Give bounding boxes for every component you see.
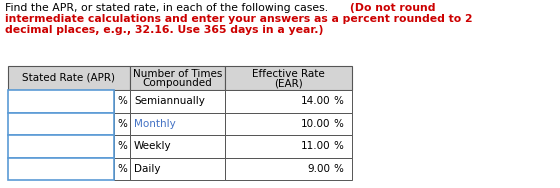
Bar — [225, 135, 352, 158]
Bar — [130, 66, 225, 90]
Text: (Do not round: (Do not round — [350, 3, 436, 13]
Bar — [8, 66, 130, 90]
Bar — [225, 158, 352, 180]
Bar — [114, 90, 130, 112]
Text: Semiannually: Semiannually — [134, 96, 205, 106]
Text: (EAR): (EAR) — [274, 78, 303, 88]
Bar — [8, 158, 114, 180]
Text: %: % — [333, 164, 343, 174]
Text: Stated Rate (APR): Stated Rate (APR) — [22, 73, 115, 83]
Bar — [130, 158, 225, 180]
Text: %: % — [333, 141, 343, 151]
Bar — [225, 90, 352, 112]
Bar — [130, 112, 225, 135]
Text: decimal places, e.g., 32.16. Use 365 days in a year.): decimal places, e.g., 32.16. Use 365 day… — [5, 25, 323, 35]
Bar — [114, 158, 130, 180]
Bar — [225, 112, 352, 135]
Text: 10.00: 10.00 — [301, 119, 330, 129]
Text: Monthly: Monthly — [134, 119, 176, 129]
Text: %: % — [333, 96, 343, 106]
Text: %: % — [117, 119, 127, 129]
Text: intermediate calculations and enter your answers as a percent rounded to 2: intermediate calculations and enter your… — [5, 14, 473, 24]
Text: Weekly: Weekly — [134, 141, 171, 151]
Text: 14.00: 14.00 — [300, 96, 330, 106]
Text: Compounded: Compounded — [143, 78, 212, 88]
Bar — [114, 135, 130, 158]
Bar — [8, 112, 114, 135]
Text: Daily: Daily — [134, 164, 161, 174]
Text: Effective Rate: Effective Rate — [252, 69, 325, 79]
Bar — [225, 66, 352, 90]
Text: 11.00: 11.00 — [300, 141, 330, 151]
Text: Find the APR, or stated rate, in each of the following cases.: Find the APR, or stated rate, in each of… — [5, 3, 332, 13]
Text: Number of Times: Number of Times — [133, 69, 222, 79]
Text: 9.00: 9.00 — [307, 164, 330, 174]
Text: %: % — [117, 164, 127, 174]
Bar — [130, 135, 225, 158]
Text: %: % — [117, 96, 127, 106]
Bar — [114, 112, 130, 135]
Bar — [130, 90, 225, 112]
Bar — [8, 135, 114, 158]
Text: %: % — [333, 119, 343, 129]
Bar — [8, 90, 114, 112]
Text: %: % — [117, 141, 127, 151]
